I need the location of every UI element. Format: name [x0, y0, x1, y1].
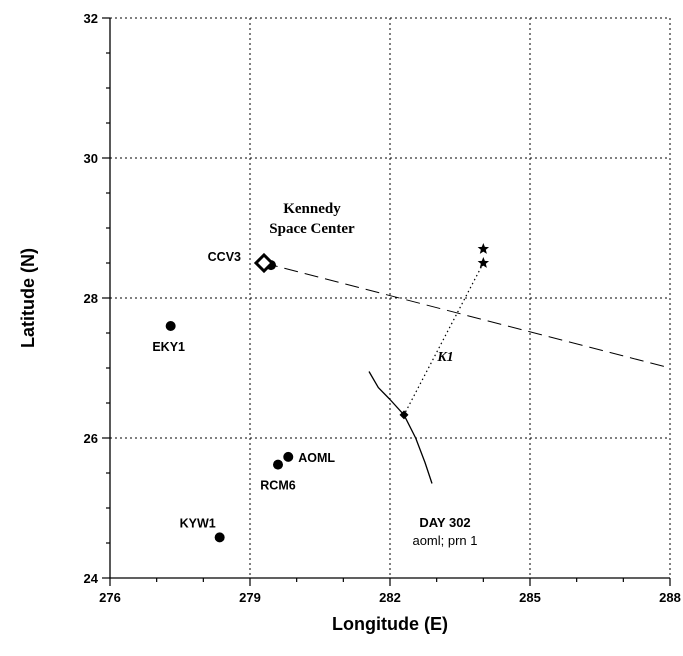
dashed-line: [263, 262, 671, 369]
diamond-marker: [253, 252, 275, 274]
center-label-line1: Kennedy: [283, 201, 341, 217]
x-tick-label: 276: [99, 590, 121, 605]
y-tick-label: 26: [84, 431, 98, 446]
x-tick-label: 285: [519, 590, 541, 605]
station-marker: [165, 321, 176, 331]
y-tick-label: 32: [84, 11, 98, 26]
station-label: CCV3: [208, 250, 241, 264]
x-axis-title: Longitude (E): [332, 614, 448, 634]
track-label-sub: aoml; prn 1: [412, 533, 477, 548]
track-curve: [368, 371, 433, 484]
station-marker: [214, 532, 225, 543]
station-label: AOML: [298, 451, 335, 465]
dotted-line-label: K1: [436, 350, 453, 365]
y-tick-label: 24: [84, 571, 99, 586]
x-tick-label: 279: [239, 590, 261, 605]
y-tick-label: 30: [84, 151, 98, 166]
station-label: EKY1: [152, 340, 185, 354]
station-label: RCM6: [260, 479, 295, 493]
star-marker: [477, 257, 490, 268]
station-marker: [283, 451, 294, 462]
track-point: [399, 410, 409, 420]
star-marker: [477, 243, 490, 254]
dotted-line: [403, 262, 484, 416]
x-tick-label: 288: [659, 590, 681, 605]
track-label-day: DAY 302: [419, 515, 470, 530]
y-axis-title: Latitude (N): [18, 248, 38, 348]
center-label-line2: Space Center: [269, 221, 355, 237]
station-marker: [273, 459, 283, 470]
station-label: KYW1: [180, 516, 216, 530]
y-tick-label: 28: [84, 291, 98, 306]
x-tick-label: 282: [379, 590, 401, 605]
